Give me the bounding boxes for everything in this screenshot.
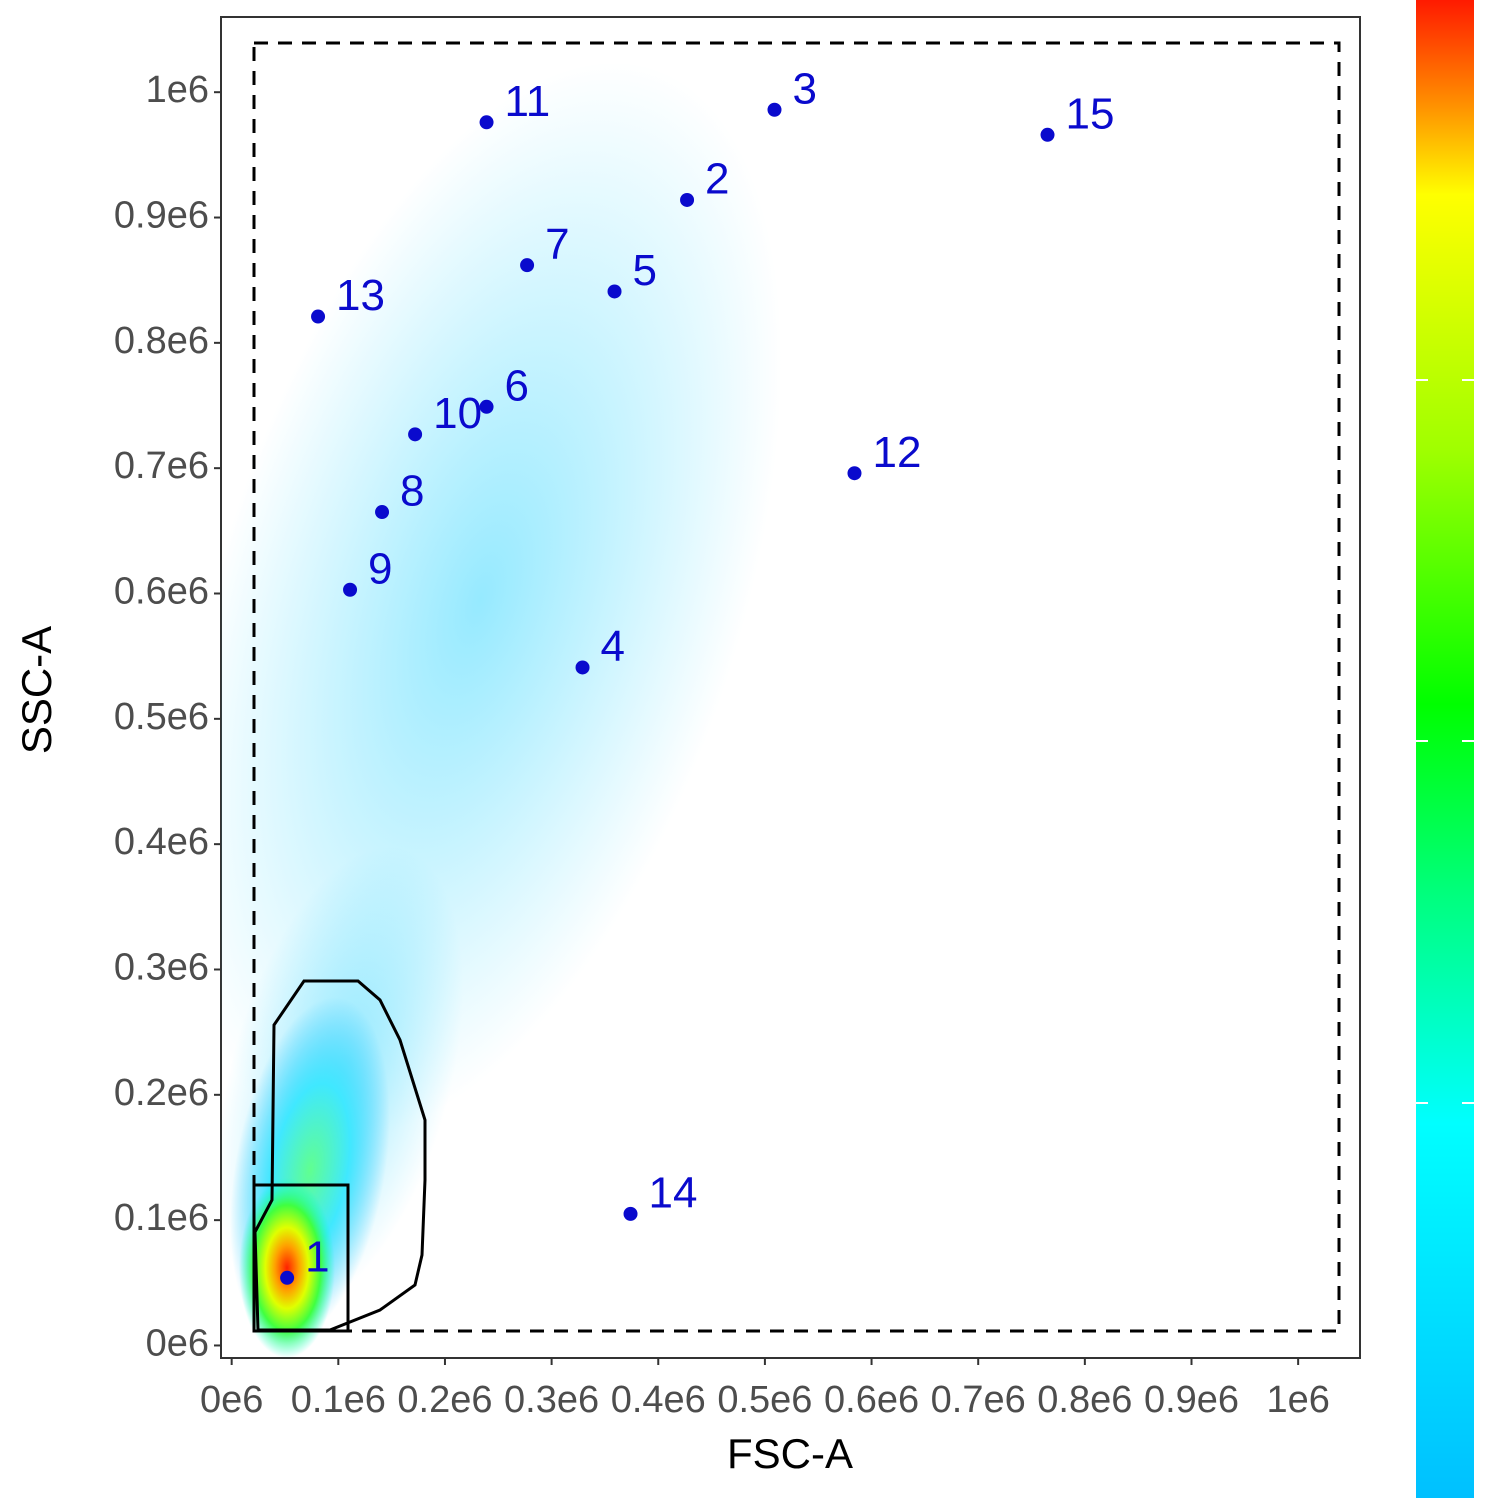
point [343,582,358,597]
y-axis-title: SSC-A [13,626,60,754]
point-label: 8 [400,467,424,516]
y-tick-label: 1e6 [146,69,209,111]
x-axis-title: FSC-A [727,1430,853,1477]
density-core [239,1178,335,1358]
colorbar-ticks [1416,379,1474,1104]
point [280,1270,295,1285]
point-label: 13 [336,271,385,320]
point [1040,127,1055,142]
x-tick-label: 0.1e6 [291,1379,386,1421]
point [847,466,862,481]
colorbar [1416,0,1474,1498]
point-label: 1 [305,1232,329,1281]
point-label: 5 [633,246,657,295]
gates [252,41,1341,1333]
point [520,258,535,273]
y-tick-label: 0.5e6 [114,696,209,738]
density-cloud [221,61,782,1358]
point [767,102,782,117]
point-label: 9 [368,544,392,593]
x-tick-label: 0.4e6 [611,1379,706,1421]
gate-rect [252,1183,350,1333]
point [375,505,390,520]
y-tick-label: 0e6 [146,1322,209,1364]
point-label: 11 [505,77,551,126]
y-tick-label: 0.8e6 [114,320,209,362]
gate-dashed [252,41,1341,1333]
x-tick-label: 0.6e6 [824,1379,919,1421]
point [623,1206,638,1221]
x-tick-label: 0.3e6 [504,1379,599,1421]
x-tick-label: 0.9e6 [1144,1379,1239,1421]
x-tick-label: 0.5e6 [717,1379,812,1421]
point-label: 12 [872,428,921,477]
x-tick-label: 0.7e6 [931,1379,1026,1421]
y-tick-label: 0.3e6 [114,947,209,989]
y-tick-label: 0.6e6 [114,571,209,613]
point-label: 15 [1066,89,1115,138]
point-label: 6 [505,361,529,410]
point [575,660,590,675]
point-label: 7 [545,220,569,269]
y-tick-label: 0.7e6 [114,445,209,487]
x-tick-label: 0.8e6 [1037,1379,1132,1421]
point [607,284,622,299]
x-tick-label: 0.2e6 [397,1379,492,1421]
x-tick-label: 1e6 [1266,1379,1329,1421]
point-label: 3 [793,64,817,113]
point-label: 2 [705,155,729,204]
y-tick-label: 0.2e6 [114,1072,209,1114]
point [311,309,326,324]
y-tick-label: 0.9e6 [114,195,209,237]
point [479,115,494,130]
point [479,399,494,414]
y-tick-label: 0.1e6 [114,1197,209,1239]
point-label: 10 [433,389,482,438]
y-tick-label: 0.4e6 [114,821,209,863]
point [408,427,423,442]
x-tick-label: 0e6 [200,1379,263,1421]
point-label: 14 [649,1168,698,1217]
density-region [221,61,782,1139]
point [680,192,695,207]
point-label: 4 [601,622,625,671]
